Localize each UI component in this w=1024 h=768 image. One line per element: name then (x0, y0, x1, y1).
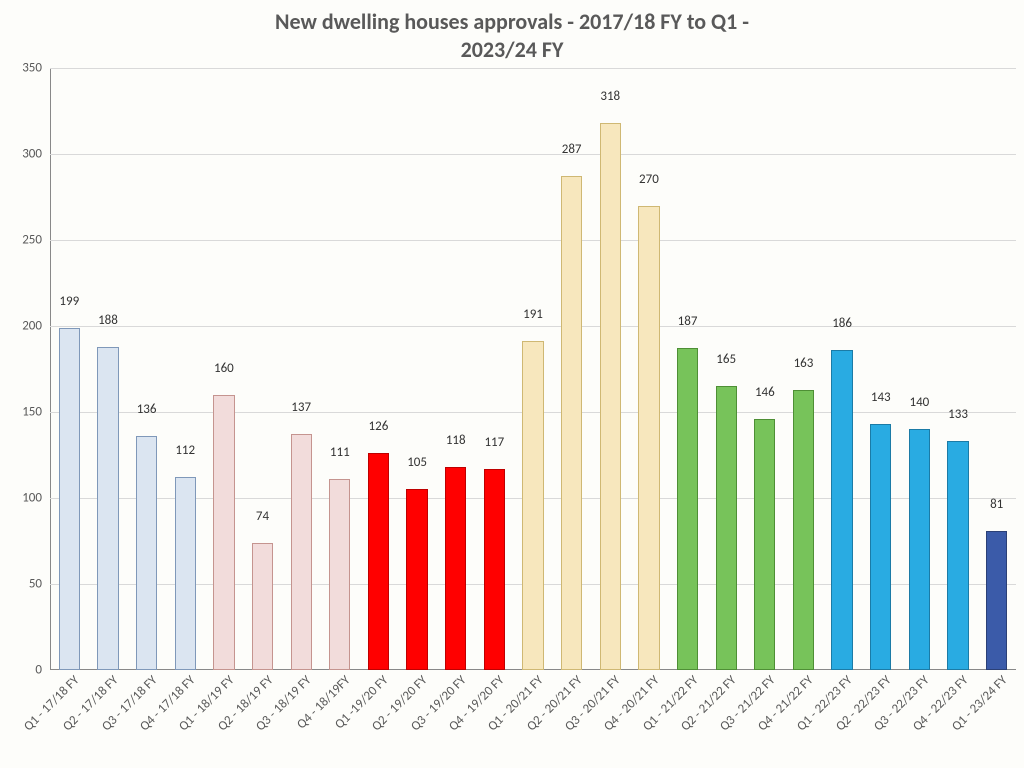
bar (252, 543, 273, 670)
y-tick-label: 300 (22, 147, 50, 162)
bar (213, 395, 234, 670)
bar (59, 328, 80, 670)
bar-value-label: 318 (600, 89, 620, 106)
bar-chart: New dwelling houses approvals - 2017/18 … (0, 0, 1024, 768)
bar-value-label: 287 (562, 142, 582, 159)
bar-value-label: 140 (910, 395, 930, 412)
bar (947, 441, 968, 670)
bar-value-label: 160 (214, 361, 234, 378)
bar-value-label: 199 (59, 294, 79, 311)
bar (638, 206, 659, 670)
bar (831, 350, 852, 670)
bar-value-label: 133 (948, 407, 968, 424)
bar (368, 453, 389, 670)
bar (175, 477, 196, 670)
bar (291, 434, 312, 670)
bar (484, 469, 505, 670)
bar-value-label: 81 (990, 497, 1003, 514)
y-tick-label: 50 (29, 577, 50, 592)
bar-value-label: 191 (523, 307, 543, 324)
bar (716, 386, 737, 670)
bar-value-label: 187 (678, 314, 698, 331)
bar-value-label: 165 (716, 352, 736, 369)
bar-value-label: 270 (639, 172, 659, 189)
bar (561, 176, 582, 670)
bar (445, 467, 466, 670)
bar (870, 424, 891, 670)
y-tick-label: 250 (22, 233, 50, 248)
grid-line (50, 326, 1016, 327)
bar-value-label: 117 (484, 435, 504, 452)
bar-value-label: 126 (369, 419, 389, 436)
y-axis-line (50, 68, 51, 670)
bar (909, 429, 930, 670)
grid-line (50, 154, 1016, 155)
bar-value-label: 163 (794, 356, 814, 373)
plot-area: 050100150200250300350199Q1 - 17/18 FY188… (50, 68, 1016, 670)
bar (522, 341, 543, 670)
bar (600, 123, 621, 670)
bar-value-label: 112 (175, 443, 195, 460)
grid-line (50, 240, 1016, 241)
bar (136, 436, 157, 670)
bar-value-label: 136 (137, 402, 157, 419)
bar (754, 419, 775, 670)
y-tick-label: 350 (22, 61, 50, 76)
bar (406, 489, 427, 670)
bar-value-label: 146 (755, 385, 775, 402)
bar-value-label: 118 (446, 433, 466, 450)
bar-value-label: 188 (98, 313, 118, 330)
bar-value-label: 105 (407, 455, 427, 472)
bar-value-label: 143 (871, 390, 891, 407)
bar-value-label: 186 (832, 316, 852, 333)
bar (329, 479, 350, 670)
y-tick-label: 150 (22, 405, 50, 420)
bar-value-label: 74 (256, 509, 269, 526)
y-tick-label: 100 (22, 491, 50, 506)
bar (793, 390, 814, 670)
bar-value-label: 137 (291, 400, 311, 417)
chart-title: New dwelling houses approvals - 2017/18 … (0, 8, 1024, 63)
bar (677, 348, 698, 670)
y-tick-label: 0 (35, 663, 50, 678)
bar (97, 347, 118, 670)
bar-value-label: 111 (330, 445, 350, 462)
grid-line (50, 68, 1016, 69)
y-tick-label: 200 (22, 319, 50, 334)
bar (986, 531, 1007, 670)
